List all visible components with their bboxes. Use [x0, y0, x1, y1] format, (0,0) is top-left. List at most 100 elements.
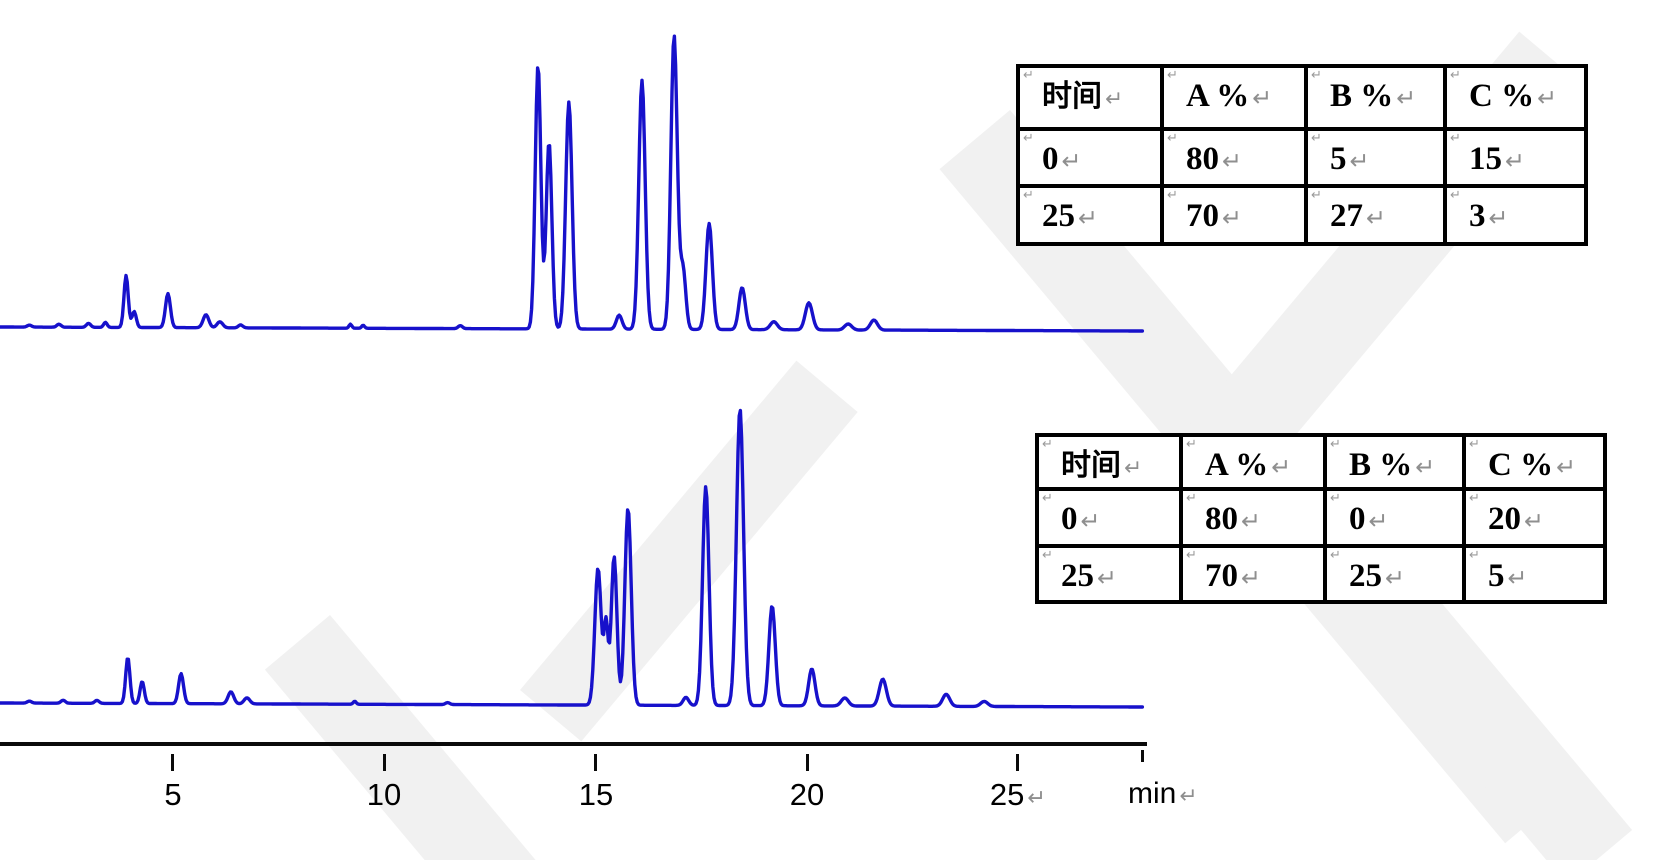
cell-marker-icon: ↵ [1469, 491, 1480, 506]
cell-text: 时间 [1042, 80, 1102, 113]
table-cell: ↵ 25 ↵ [1323, 544, 1466, 604]
cell-marker-icon: ↵ [1167, 68, 1178, 83]
cell-text: 0 [1061, 501, 1078, 537]
cell-marker-icon: ↵ [1311, 131, 1322, 146]
x-axis-tick-5 [171, 754, 174, 771]
table-cell: ↵ 5 ↵ [1304, 127, 1447, 188]
return-mark-icon: ↵ [1385, 564, 1405, 592]
table-cell: ↵ 80 ↵ [1160, 127, 1308, 188]
table-cell: ↵ 0 ↵ [1035, 487, 1183, 548]
cell-marker-icon: ↵ [1450, 188, 1461, 203]
return-mark-icon: ↵ [1097, 564, 1117, 592]
cell-marker-icon: ↵ [1167, 131, 1178, 146]
x-axis-end-tick [1141, 750, 1144, 762]
x-axis-line [0, 742, 1147, 746]
cell-marker-icon: ↵ [1311, 68, 1322, 83]
cell-text: 0 [1042, 141, 1059, 177]
table-cell: ↵ 70 ↵ [1160, 184, 1308, 246]
cell-marker-icon: ↵ [1023, 131, 1034, 146]
cell-text: 20 [1488, 501, 1521, 537]
x-axis-label-15: 15 [578, 777, 614, 812]
return-mark-icon: ↵ [1222, 147, 1242, 175]
cell-marker-icon: ↵ [1167, 188, 1178, 203]
cell-marker-icon: ↵ [1023, 68, 1034, 83]
return-mark-icon: ↵ [1488, 204, 1509, 232]
return-mark-icon: ↵ [1241, 564, 1261, 592]
return-mark-icon: ↵ [1222, 204, 1242, 232]
table-cell: ↵ 25 ↵ [1016, 184, 1164, 246]
x-axis-label-20: 20 [789, 777, 825, 812]
return-mark-icon: ↵ [1537, 84, 1557, 112]
x-axis-label-25: 25 ↵ [989, 777, 1047, 812]
table-cell: ↵ 0 ↵ [1323, 487, 1466, 548]
return-mark-icon: ↵ [1415, 453, 1436, 481]
table-row: ↵ 25 ↵ ↵ 70 ↵ ↵ 27 ↵ ↵ 3 ↵ [1016, 184, 1588, 246]
table-cell: ↵ 15 ↵ [1443, 127, 1588, 188]
return-mark-icon: ↵ [1241, 507, 1261, 535]
cell-text: 5 [1330, 141, 1347, 177]
chromatogram-trace-bottom [0, 408, 1145, 709]
cell-marker-icon: ↵ [1311, 188, 1322, 203]
cell-marker-icon: ↵ [1330, 548, 1341, 563]
x-axis-label-5: 5 [164, 777, 182, 812]
cell-marker-icon: ↵ [1469, 548, 1480, 563]
cell-text: B % [1349, 447, 1413, 483]
table-cell: ↵ B % ↵ [1323, 433, 1466, 491]
cell-marker-icon: ↵ [1186, 437, 1197, 452]
cell-text: 25 [1349, 558, 1382, 594]
gradient-table-2: ↵ 时间 ↵ ↵ A % ↵ ↵ B % ↵ ↵ C % ↵ ↵ 0 ↵ ↵ 80 ↵ ↵ 0 ↵ ↵ 20 ↵… [1035, 433, 1607, 604]
return-mark-icon: ↵ [1349, 147, 1370, 175]
table-row: ↵ 时间 ↵ ↵ A % ↵ ↵ B % ↵ ↵ C % ↵ [1016, 64, 1588, 131]
cell-marker-icon: ↵ [1186, 548, 1197, 563]
x-axis-label-10: 10 [366, 777, 402, 812]
chromatogram-trace-top [0, 34, 1145, 333]
table-row: ↵ 0 ↵ ↵ 80 ↵ ↵ 0 ↵ ↵ 20 ↵ [1035, 487, 1607, 548]
table-cell: ↵ C % ↵ [1443, 64, 1588, 131]
return-mark-icon: ↵ [1105, 87, 1124, 112]
table-cell: ↵ 时间 ↵ [1035, 433, 1183, 491]
return-mark-icon: ↵ [1556, 453, 1576, 481]
cell-text: 25 [1061, 558, 1094, 594]
table-cell: ↵ 5 ↵ [1462, 544, 1607, 604]
table-cell: ↵ 27 ↵ [1304, 184, 1447, 246]
cell-text: 0 [1349, 501, 1366, 537]
return-mark-icon: ↵ [1027, 785, 1047, 811]
table-row: ↵ 时间 ↵ ↵ A % ↵ ↵ B % ↵ ↵ C % ↵ [1035, 433, 1607, 491]
cell-marker-icon: ↵ [1469, 437, 1480, 452]
cell-text: 80 [1186, 141, 1219, 177]
cell-text: 5 [1488, 558, 1505, 594]
return-mark-icon: ↵ [1179, 784, 1198, 809]
return-mark-icon: ↵ [1078, 204, 1098, 232]
cell-text: A % [1186, 78, 1250, 114]
cell-text: A % [1205, 447, 1269, 483]
table-cell: ↵ 0 ↵ [1016, 127, 1164, 188]
table-cell: ↵ 20 ↵ [1462, 487, 1607, 548]
cell-text: 80 [1205, 501, 1238, 537]
return-mark-icon: ↵ [1396, 84, 1417, 112]
table-cell: ↵ 25 ↵ [1035, 544, 1183, 604]
return-mark-icon: ↵ [1271, 453, 1292, 481]
cell-text: 70 [1186, 198, 1219, 234]
x-axis-tick-25 [1016, 754, 1019, 771]
table-row: ↵ 0 ↵ ↵ 80 ↵ ↵ 5 ↵ ↵ 15 ↵ [1016, 127, 1588, 188]
return-mark-icon: ↵ [1080, 507, 1101, 535]
cell-marker-icon: ↵ [1042, 548, 1053, 563]
table-cell: ↵ 时间 ↵ [1016, 64, 1164, 131]
x-axis-unit-label: min ↵ [1128, 777, 1198, 810]
cell-text: 3 [1469, 198, 1486, 234]
cell-marker-icon: ↵ [1042, 491, 1053, 506]
cell-marker-icon: ↵ [1330, 437, 1341, 452]
cell-marker-icon: ↵ [1023, 188, 1034, 203]
cell-text: 25 [1042, 198, 1075, 234]
x-axis-tick-15 [594, 754, 597, 771]
return-mark-icon: ↵ [1507, 564, 1528, 592]
cell-text: 15 [1469, 141, 1502, 177]
x-axis-tick-20 [806, 754, 809, 771]
table-cell: ↵ C % ↵ [1462, 433, 1607, 491]
table-row: ↵ 25 ↵ ↵ 70 ↵ ↵ 25 ↵ ↵ 5 ↵ [1035, 544, 1607, 604]
cell-text: C % [1469, 78, 1535, 114]
return-mark-icon: ↵ [1124, 456, 1143, 481]
cell-text: B % [1330, 78, 1394, 114]
